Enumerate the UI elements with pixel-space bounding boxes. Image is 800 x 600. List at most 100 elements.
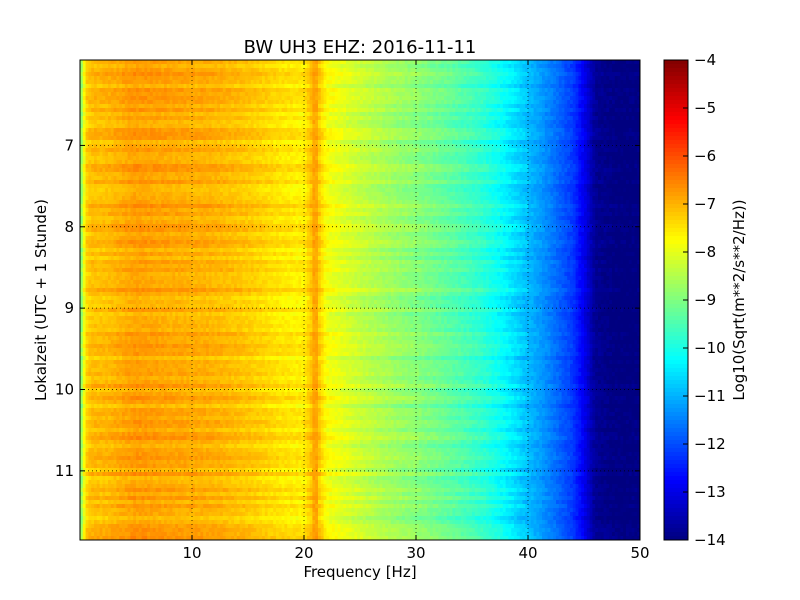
heatmap-cell [197, 128, 201, 133]
heatmap-cell [362, 116, 366, 121]
heatmap-cell [208, 64, 212, 69]
heatmap-cell [113, 112, 117, 117]
heatmap-cell [292, 100, 296, 105]
heatmap-cell [108, 108, 112, 113]
heatmap-cell [110, 68, 114, 73]
heatmap-cell [105, 152, 109, 157]
heatmap-cell [334, 72, 338, 77]
heatmap-cell [264, 108, 268, 113]
heatmap-cell [161, 156, 165, 161]
heatmap-cell [245, 72, 249, 77]
heatmap-cell [500, 120, 504, 125]
heatmap-cell [203, 72, 207, 77]
heatmap-cell [542, 80, 546, 85]
heatmap-cell [514, 68, 518, 73]
heatmap-cell [85, 80, 89, 85]
heatmap-cell [197, 132, 201, 137]
heatmap-cell [301, 140, 305, 145]
heatmap-cell [424, 144, 428, 149]
heatmap-cell [318, 128, 322, 133]
heatmap-cell [138, 96, 142, 101]
heatmap-cell [460, 108, 464, 113]
heatmap-cell [200, 136, 204, 141]
heatmap-cell [161, 60, 165, 65]
heatmap-cell [500, 76, 504, 81]
heatmap-cell [217, 64, 221, 69]
heatmap-cell [567, 104, 571, 109]
heatmap-cell [474, 108, 478, 113]
heatmap-cell [480, 68, 484, 73]
heatmap-cell [536, 132, 540, 137]
heatmap-cell [623, 100, 627, 105]
heatmap-cell [528, 64, 532, 69]
heatmap-cell [248, 152, 252, 157]
heatmap-cell [390, 84, 394, 89]
heatmap-cell [628, 124, 632, 129]
heatmap-cell [449, 148, 453, 153]
heatmap-cell [444, 60, 448, 65]
heatmap-cell [194, 148, 198, 153]
heatmap-cell [407, 132, 411, 137]
heatmap-cell [273, 76, 277, 81]
heatmap-cell [544, 100, 548, 105]
heatmap-cell [472, 88, 476, 93]
heatmap-cell [637, 72, 641, 77]
heatmap-cell [295, 72, 299, 77]
heatmap-cell [584, 116, 588, 121]
heatmap-cell [539, 140, 543, 145]
heatmap-cell [150, 60, 154, 65]
heatmap-cell [491, 60, 495, 65]
heatmap-cell [626, 80, 630, 85]
heatmap-cell [388, 88, 392, 93]
heatmap-cell [502, 88, 506, 93]
heatmap-cell [99, 148, 103, 153]
heatmap-cell [603, 64, 607, 69]
heatmap-cell [273, 116, 277, 121]
heatmap-cell [264, 124, 268, 129]
heatmap-cell [614, 132, 618, 137]
heatmap-cell [598, 96, 602, 101]
heatmap-cell [458, 108, 462, 113]
heatmap-cell [525, 68, 529, 73]
heatmap-cell [432, 116, 436, 121]
heatmap-cell [539, 84, 543, 89]
heatmap-cell [360, 112, 364, 117]
heatmap-cell [600, 116, 604, 121]
heatmap-cell [225, 128, 229, 133]
heatmap-cell [273, 132, 277, 137]
heatmap-cell [155, 132, 159, 137]
heatmap-cell [407, 76, 411, 81]
heatmap-cell [96, 84, 100, 89]
heatmap-cell [620, 112, 624, 117]
heatmap-cell [315, 68, 319, 73]
heatmap-cell [474, 136, 478, 141]
heatmap-cell [491, 80, 495, 85]
heatmap-cell [536, 92, 540, 97]
heatmap-cell [446, 72, 450, 77]
heatmap-cell [502, 124, 506, 129]
heatmap-cell [334, 112, 338, 117]
heatmap-cell [441, 152, 445, 157]
heatmap-cell [96, 60, 100, 65]
heatmap-cell [141, 124, 145, 129]
heatmap-cell [441, 124, 445, 129]
heatmap-cell [598, 68, 602, 73]
heatmap-cell [337, 144, 341, 149]
heatmap-cell [158, 100, 162, 105]
heatmap-cell [561, 132, 565, 137]
heatmap-cell [460, 64, 464, 69]
heatmap-cell [183, 120, 187, 125]
heatmap-cell [533, 128, 537, 133]
heatmap-cell [572, 136, 576, 141]
heatmap-cell [217, 108, 221, 113]
heatmap-cell [427, 60, 431, 65]
heatmap-cell [410, 72, 414, 77]
heatmap-cell [312, 112, 316, 117]
heatmap-cell [612, 156, 616, 161]
heatmap-cell [603, 132, 607, 137]
heatmap-cell [603, 148, 607, 153]
heatmap-cell [281, 88, 285, 93]
heatmap-cell [379, 104, 383, 109]
heatmap-cell [581, 72, 585, 77]
heatmap-cell [250, 156, 254, 161]
